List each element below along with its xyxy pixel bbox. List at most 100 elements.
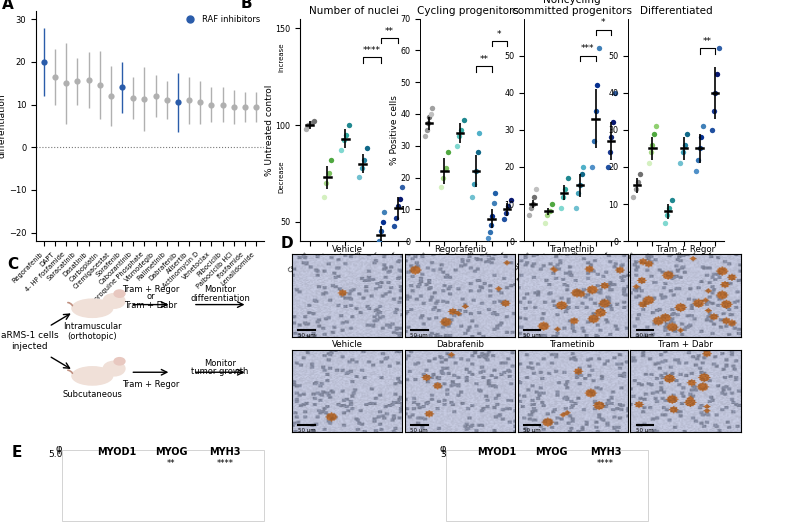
Text: **: ** (385, 26, 394, 36)
Point (486, 211, 498, 220)
Point (574, 181, 586, 190)
Point (505, 196, 518, 204)
Point (317, 192, 330, 201)
Circle shape (103, 294, 125, 308)
Text: MYOD1: MYOD1 (97, 447, 136, 457)
Point (483, 227, 496, 236)
Text: ****: **** (217, 459, 234, 468)
Point (634, 170, 646, 179)
Text: φ: φ (439, 444, 446, 454)
Point (353, 173, 366, 181)
Point (713, 44, 726, 52)
Text: A: A (2, 0, 14, 12)
Point (482, 234, 494, 242)
Point (590, 107, 602, 116)
Point (586, 163, 598, 171)
Point (694, 144, 706, 153)
Point (453, 132, 466, 140)
Point (370, 246, 383, 255)
Point (526, 200, 539, 208)
Point (437, 173, 450, 182)
Point (457, 116, 470, 125)
Point (439, 164, 452, 172)
Text: 50 μm: 50 μm (523, 333, 541, 338)
Title: Tram + Dabr: Tram + Dabr (658, 340, 713, 349)
Text: Monitor: Monitor (204, 285, 236, 294)
Point (471, 148, 484, 156)
Point (572, 189, 585, 197)
Text: or: or (146, 292, 155, 301)
Bar (62, 450, 264, 520)
Point (570, 204, 583, 212)
Point (605, 133, 618, 142)
Text: MYH3: MYH3 (210, 447, 241, 457)
Point (665, 196, 678, 205)
Circle shape (114, 358, 125, 365)
Point (530, 185, 542, 193)
Text: MYOD1: MYOD1 (478, 447, 517, 457)
Text: *: * (498, 30, 502, 39)
Point (646, 140, 658, 149)
Point (575, 170, 588, 179)
Text: Increase: Increase (278, 43, 285, 72)
Text: ****: **** (362, 46, 381, 55)
Ellipse shape (72, 367, 113, 385)
Text: Tram + Dabr: Tram + Dabr (124, 301, 178, 310)
Point (626, 192, 639, 201)
Point (642, 159, 655, 167)
Point (442, 148, 454, 156)
Point (396, 183, 409, 191)
Text: ***: *** (581, 45, 594, 54)
Text: Subcutaneous: Subcutaneous (62, 390, 122, 399)
Title: Cycling progenitors: Cycling progenitors (417, 6, 519, 16)
Point (418, 132, 431, 140)
Point (455, 126, 468, 134)
Point (325, 156, 338, 164)
Point (528, 192, 541, 201)
Point (338, 136, 350, 145)
Title: Dabrafenib: Dabrafenib (436, 340, 484, 349)
Text: B: B (241, 0, 252, 11)
Point (609, 89, 622, 97)
Legend: RAF inhibitors: RAF inhibitors (182, 15, 260, 24)
Point (320, 179, 333, 187)
Point (602, 163, 614, 171)
Text: 50 μm: 50 μm (523, 428, 541, 434)
Text: 3: 3 (441, 450, 446, 460)
Circle shape (114, 290, 125, 297)
Text: Monitor: Monitor (204, 359, 236, 368)
Point (678, 140, 691, 149)
Title: Vehicle: Vehicle (332, 340, 362, 349)
Point (587, 137, 600, 145)
Point (394, 195, 406, 203)
Point (593, 44, 606, 52)
Point (372, 237, 385, 245)
Text: 5.0: 5.0 (48, 450, 62, 460)
Point (473, 129, 486, 137)
Text: MYOG: MYOG (154, 447, 187, 457)
Bar (446, 450, 648, 520)
Title: Noncycling
committed progenitors: Noncycling committed progenitors (512, 0, 632, 16)
Point (470, 167, 482, 175)
Point (305, 119, 318, 127)
Point (485, 221, 498, 229)
Text: MYOG: MYOG (535, 447, 567, 457)
Point (378, 208, 391, 216)
Point (424, 110, 437, 118)
Text: MYH3: MYH3 (590, 447, 622, 457)
Point (450, 142, 463, 150)
Text: 50 μm: 50 μm (636, 428, 654, 434)
Point (663, 204, 676, 212)
Text: **: ** (479, 55, 488, 64)
Point (538, 218, 551, 227)
Point (434, 183, 447, 191)
Text: tumor growth: tumor growth (191, 367, 249, 376)
Y-axis label: % Positive cells: % Positive cells (390, 95, 398, 165)
Point (603, 148, 616, 156)
Point (661, 211, 674, 219)
Title: Vehicle: Vehicle (332, 245, 362, 254)
Point (420, 126, 433, 134)
Text: 50 μm: 50 μm (410, 428, 428, 434)
Point (681, 129, 694, 138)
Point (629, 185, 642, 193)
